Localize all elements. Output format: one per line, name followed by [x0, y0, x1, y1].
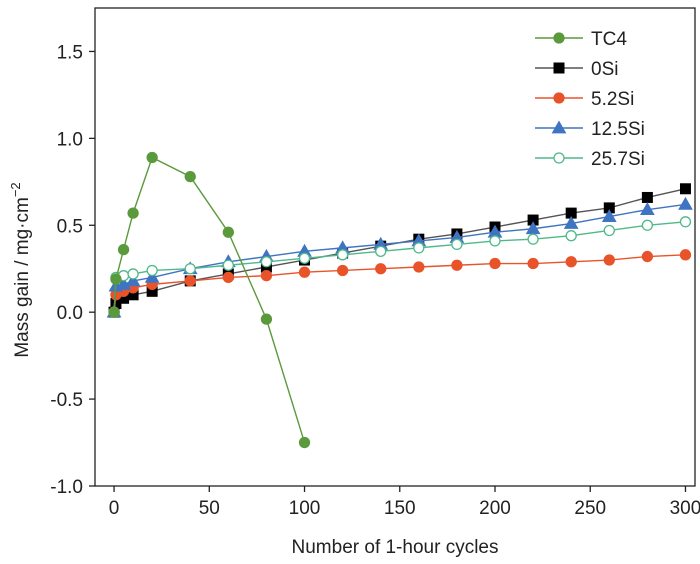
data-point [679, 183, 691, 195]
data-point [117, 243, 130, 256]
series-line [113, 254, 686, 313]
legend-marker [553, 152, 565, 164]
data-point [489, 235, 501, 247]
series-line [113, 188, 686, 313]
legend-item-12-5si: 12.5Si [535, 119, 645, 140]
data-point [603, 254, 615, 266]
data-point [127, 268, 139, 280]
x-tick-label: 300 [670, 498, 700, 519]
data-point [565, 256, 577, 268]
legend-label: 12.5Si [591, 119, 645, 140]
series-5-2si [108, 249, 692, 318]
data-point [413, 261, 425, 273]
data-point [184, 263, 196, 275]
x-tick-label: 0 [109, 498, 120, 519]
data-point [601, 209, 617, 222]
series-line [113, 203, 686, 313]
legend-item-0si: 0Si [535, 59, 618, 80]
data-point [451, 238, 463, 251]
data-point [336, 249, 349, 261]
y-tick-label: -1.0 [50, 477, 83, 498]
data-point [603, 224, 615, 237]
data-point [144, 269, 160, 283]
y-tick-label: -0.5 [50, 390, 83, 411]
legend-label: 5.2Si [591, 89, 634, 110]
legend-marker [551, 120, 567, 134]
data-point [116, 276, 131, 290]
data-point [489, 257, 501, 270]
plot-area: 0 50 100 150 200 250 300 -1.0 -0.5 0.0 0.5 1.0 1.5 [50, 7, 700, 519]
data-point [184, 275, 196, 287]
data-point [527, 233, 539, 245]
x-tick-label: 150 [384, 498, 416, 519]
legend-item-5-2si: 5.2Si [535, 89, 634, 110]
data-point [641, 191, 653, 203]
x-axis-label: Number of 1-hour cycles [292, 537, 499, 558]
data-point [298, 436, 311, 449]
y-axis-label-superscript: −2 [8, 182, 23, 197]
legend-item-tc4: TC4 [535, 29, 627, 50]
data-point [641, 250, 654, 263]
series-25-7si [108, 216, 692, 318]
y-tick-label: 0.5 [57, 216, 83, 237]
y-tick-label: 1.5 [57, 42, 83, 63]
legend-marker [553, 92, 565, 104]
data-point [640, 202, 655, 216]
data-point [451, 259, 463, 271]
plot-frame [94, 7, 696, 487]
legend-label: 25.7Si [591, 149, 645, 170]
x-tick-label: 200 [479, 498, 511, 519]
data-point [260, 270, 273, 282]
x-tick-label: 50 [199, 498, 220, 519]
data-point [641, 219, 654, 231]
data-point [375, 245, 387, 257]
y-axis-label-main: Mass gain / mg·cm [12, 197, 33, 357]
data-point [413, 242, 425, 254]
legend-item-25-7si: 25.7Si [535, 149, 645, 170]
legend-marker [553, 32, 565, 44]
y-axis-label: Mass gain / mg·cm−2 [8, 182, 33, 357]
data-point [298, 252, 311, 264]
data-point [375, 263, 387, 275]
data-point [565, 230, 577, 242]
series-0si [108, 183, 691, 318]
data-point [222, 226, 234, 238]
data-point [146, 264, 158, 277]
svg-text:Mass gain / mg·cm−2: Mass gain / mg·cm−2 [8, 182, 33, 357]
data-point [298, 266, 311, 278]
legend: TC4 0Si 5.2Si 12.5Si 25.7Si [535, 29, 645, 170]
data-point [222, 271, 234, 284]
data-point [108, 306, 120, 318]
data-point [110, 273, 122, 285]
series-tc4 [108, 151, 311, 449]
y-tick-label: 1.0 [57, 129, 83, 150]
x-tick-label: 250 [574, 498, 606, 519]
data-point [678, 196, 693, 210]
data-point [146, 151, 158, 164]
data-point [260, 256, 273, 268]
data-point [260, 313, 273, 325]
series-line [113, 156, 306, 443]
data-point [127, 207, 139, 219]
data-point [222, 259, 234, 271]
legend-label: 0Si [591, 59, 618, 80]
x-tick-label: 100 [289, 498, 321, 519]
y-tick-label: 0.0 [57, 303, 83, 324]
data-point [563, 216, 579, 229]
legend-label: TC4 [591, 29, 627, 50]
data-point [679, 216, 692, 228]
data-point [336, 264, 349, 277]
legend-marker [553, 62, 565, 74]
data-point [184, 170, 196, 183]
data-point [679, 249, 692, 261]
data-point [125, 273, 141, 287]
data-point [527, 257, 539, 270]
